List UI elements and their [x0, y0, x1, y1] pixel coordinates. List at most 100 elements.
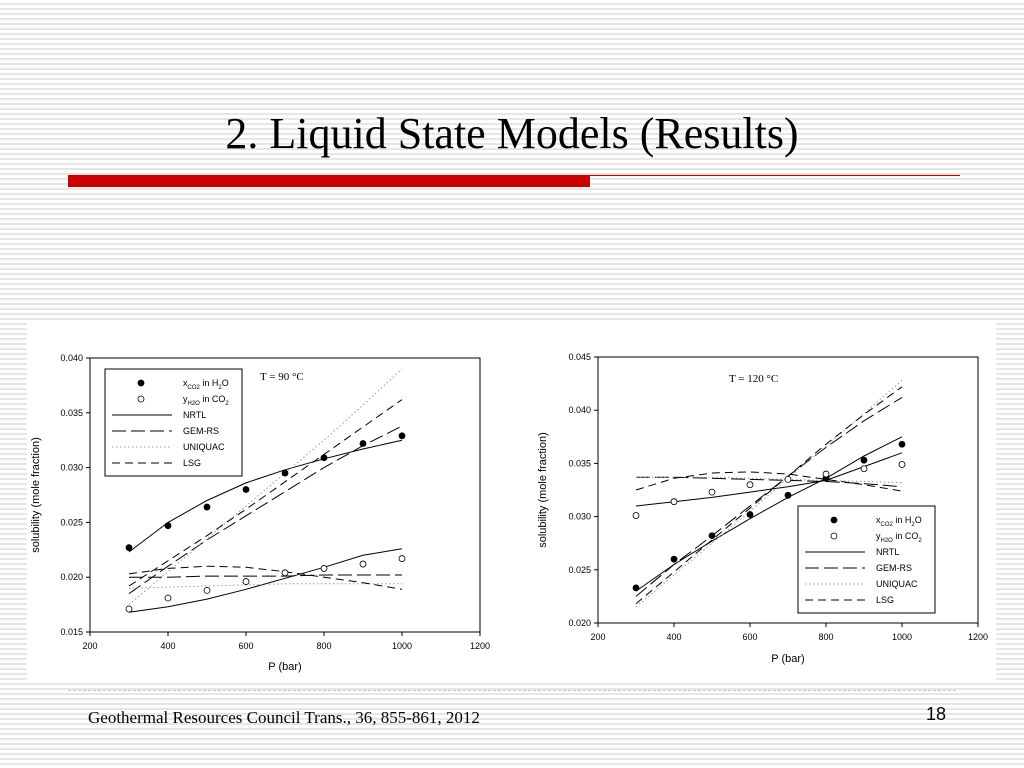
- x-tick-label: 200: [82, 641, 97, 651]
- data-point-open: [632, 512, 640, 519]
- data-point-filled: [784, 491, 792, 499]
- data-point-open: [320, 565, 328, 572]
- legend-label: NRTL: [183, 410, 206, 420]
- data-point-open: [242, 578, 250, 585]
- y-axis-label: solubility (mole fraction): [537, 432, 549, 548]
- data-point-open: [359, 560, 367, 568]
- x-tick-label: 800: [316, 641, 331, 651]
- chart-legend: xCO2 in H2O yH2O in CO2 NRTL GEM-RS UNIQUAC L…: [104, 368, 243, 477]
- x-tick-label: 1200: [470, 641, 490, 651]
- data-point-open: [203, 586, 211, 594]
- series-line-lsg: [635, 386, 903, 605]
- page-number: 18: [926, 704, 947, 724]
- y-tick-label: 0.020: [568, 618, 591, 628]
- series-line-uniquac: [128, 583, 402, 589]
- x-tick-label: 1200: [968, 632, 988, 642]
- legend-label: NRTL: [876, 547, 899, 557]
- series-line-nrtl: [128, 548, 403, 613]
- legend-label: yH2O in CO2: [876, 531, 922, 544]
- series-line-gem-rs: [129, 574, 402, 578]
- legend-label: UNIQUAC: [876, 579, 918, 589]
- slide-title: 2. Liquid State Models (Results): [225, 109, 799, 158]
- data-point-filled: [632, 584, 640, 592]
- footer-divider: [68, 690, 956, 691]
- data-point-filled: [860, 456, 868, 464]
- chart-90c: 200 400 600 800 1000 1200 0.015 0.020 0.025 0.030…: [30, 353, 490, 673]
- x-tick-label: 800: [818, 632, 833, 642]
- footer-citation: Geothermal Resources Council Trans., 36,…: [88, 708, 480, 727]
- y-tick-label: 0.025: [60, 517, 83, 527]
- plot-frame: [597, 356, 979, 624]
- x-tick-label: 400: [160, 641, 175, 651]
- data-point-open: [398, 555, 406, 562]
- temperature-label: T = 90 °C: [260, 371, 304, 383]
- x-tick-label: 1000: [892, 632, 912, 642]
- data-point-open: [164, 594, 172, 602]
- y-tick-label: 0.035: [568, 458, 591, 468]
- legend-label: UNIQUAC: [183, 442, 225, 452]
- title-accent-bar: [68, 175, 590, 187]
- data-point-filled: [746, 511, 754, 518]
- data-point-filled: [320, 454, 328, 462]
- data-point-open: [784, 475, 792, 483]
- series-line-nrtl: [635, 452, 903, 507]
- x-tick-label: 600: [238, 641, 253, 651]
- x-tick-label: 400: [666, 632, 681, 642]
- data-point-open: [708, 488, 716, 496]
- data-point-filled: [359, 440, 367, 447]
- legend-label: xCO2 in H2O: [876, 515, 922, 528]
- data-point-open: [860, 465, 868, 473]
- chart-120c: 200 400 600 800 1000 1200 0.020 0.025 0.030 0.035…: [537, 352, 988, 665]
- y-tick-label: 0.025: [568, 565, 591, 575]
- data-point-filled: [670, 555, 678, 563]
- data-point-filled: [398, 432, 406, 440]
- x-axis-label: P (bar): [771, 653, 804, 665]
- data-point-filled: [203, 503, 211, 511]
- chart-legend: xCO2 in H2O yH2O in CO2 NRTL GEM-RS UNIQUAC L…: [797, 505, 936, 614]
- x-tick-label: 600: [742, 632, 757, 642]
- data-point-filled: [708, 532, 716, 540]
- legend-box: [797, 505, 936, 614]
- y-tick-label: 0.020: [60, 572, 83, 582]
- x-tick-label: 200: [590, 632, 605, 642]
- temperature-label: T = 120 °C: [729, 373, 778, 385]
- data-point-filled: [164, 522, 172, 530]
- legend-label: GEM-RS: [876, 563, 912, 573]
- y-tick-label: 0.030: [568, 512, 591, 522]
- data-point-open: [125, 605, 133, 613]
- y-tick-label: 0.040: [568, 405, 591, 415]
- series-line-nrtl: [128, 439, 403, 553]
- series-line-lsg: [128, 399, 403, 587]
- title-accent-line: [590, 175, 960, 176]
- legend-marker-open: [137, 395, 145, 403]
- y-axis-label: solubility (mole fraction): [30, 437, 42, 553]
- y-tick-label: 0.045: [568, 352, 591, 362]
- data-point-open: [746, 481, 754, 489]
- data-point-filled: [242, 486, 250, 493]
- legend-marker-filled: [830, 516, 838, 524]
- legend-box: [104, 368, 243, 477]
- y-tick-label: 0.015: [60, 627, 83, 637]
- legend-marker-filled: [137, 379, 145, 387]
- legend-label: LSG: [876, 595, 894, 605]
- data-point-open: [281, 569, 289, 577]
- chart-panel: 200 400 600 800 1000 1200 0.015 0.020 0.025 0.030…: [27, 320, 996, 682]
- data-point-filled: [281, 469, 289, 477]
- legend-label: xCO2 in H2O: [183, 378, 229, 391]
- data-point-filled: [125, 544, 133, 552]
- series-line-gem-rs: [128, 425, 403, 595]
- series-line-nrtl: [635, 436, 903, 592]
- series-line-gem-rs: [635, 396, 903, 597]
- legend-label: LSG: [183, 458, 201, 468]
- series-line-lsg: [635, 471, 903, 492]
- data-point-filled: [898, 440, 906, 448]
- legend-label: yH2O in CO2: [183, 394, 229, 407]
- legend-marker-open: [830, 532, 838, 540]
- y-tick-label: 0.030: [60, 463, 83, 473]
- data-point-open: [670, 498, 678, 506]
- x-axis-label: P (bar): [268, 661, 301, 673]
- y-tick-label: 0.035: [60, 408, 83, 418]
- y-tick-label: 0.040: [60, 353, 83, 363]
- legend-label: GEM-RS: [183, 426, 219, 436]
- plot-frame: [89, 357, 481, 633]
